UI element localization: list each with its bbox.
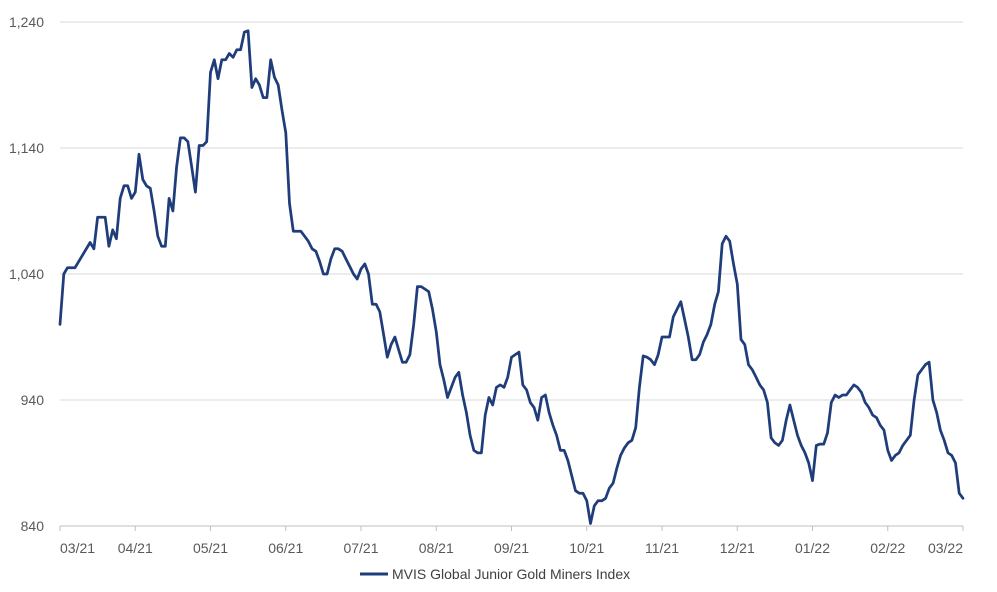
series-line xyxy=(58,29,965,525)
x-tick-label: 07/21 xyxy=(343,540,378,556)
x-tick-label: 05/21 xyxy=(193,540,228,556)
x-tick-label: 12/21 xyxy=(720,540,755,556)
y-tick-label: 940 xyxy=(21,392,45,408)
x-tick-label: 02/22 xyxy=(870,540,905,556)
series-lines xyxy=(58,29,965,525)
x-tick-label: 10/21 xyxy=(569,540,604,556)
x-tick-label: 04/21 xyxy=(118,540,153,556)
grid-lines xyxy=(60,21,963,527)
x-tick-label: 11/21 xyxy=(645,540,679,556)
legend-label: MVIS Global Junior Gold Miners Index xyxy=(392,566,630,582)
x-tick-label: 06/21 xyxy=(268,540,303,556)
y-tick-label: 1,140 xyxy=(9,140,44,156)
y-tick-label: 1,040 xyxy=(9,266,44,282)
x-axis-labels: 03/21 04/21 05/21 06/21 07/21 08/21 09/21 10/21… xyxy=(59,526,964,556)
x-tick-label: 03/21 xyxy=(60,540,95,556)
x-tick-label: 08/21 xyxy=(419,540,454,556)
legend: MVIS Global Junior Gold Miners Index xyxy=(360,566,630,582)
x-tick-label: 09/21 xyxy=(494,540,529,556)
y-tick-label: 1,240 xyxy=(9,14,44,30)
x-tick-label: 01/22 xyxy=(795,540,830,556)
y-axis-labels: 840 940 1,040 1,140 1,240 xyxy=(9,14,44,534)
y-tick-label: 840 xyxy=(21,518,45,534)
x-tick-label: 03/22 xyxy=(928,540,963,556)
